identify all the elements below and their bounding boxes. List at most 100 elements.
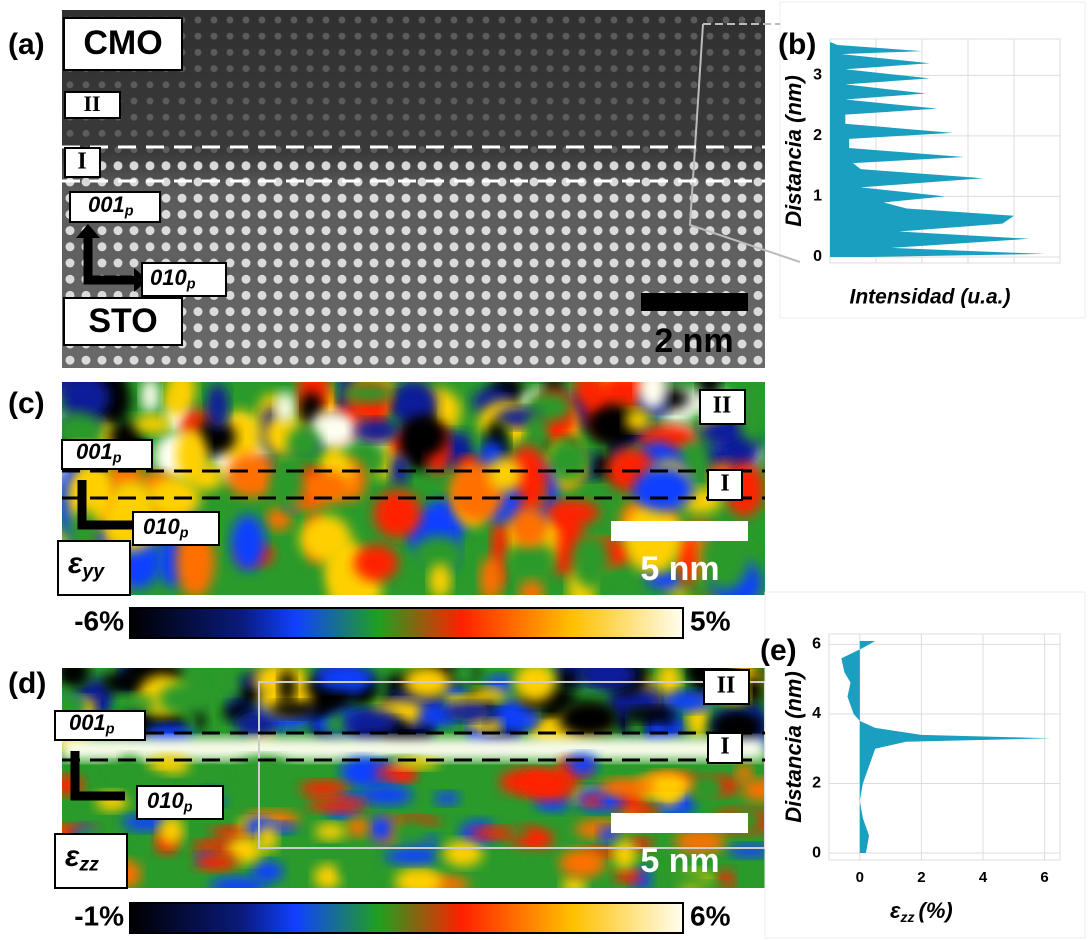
atom-column xyxy=(322,65,330,73)
atom-column xyxy=(402,113,410,121)
atom-column xyxy=(706,16,714,24)
atom-column xyxy=(593,339,603,349)
atom-column xyxy=(722,146,730,154)
atom-column xyxy=(417,355,427,365)
strain-blob xyxy=(194,853,238,871)
strain-blob xyxy=(567,753,598,776)
atom-column xyxy=(353,258,363,268)
atom-column xyxy=(162,113,170,121)
atom-column xyxy=(513,193,523,203)
atom-column xyxy=(305,355,315,365)
atom-column xyxy=(690,97,698,105)
atom-column xyxy=(449,209,459,219)
atom-column xyxy=(513,161,523,171)
strain-blob xyxy=(699,419,744,445)
strain-blob xyxy=(554,669,580,690)
atom-column xyxy=(449,274,459,284)
atom-column xyxy=(306,113,314,121)
strain-blob xyxy=(599,778,654,797)
label: (c) xyxy=(8,387,45,420)
atom-column xyxy=(193,242,203,252)
atom-column xyxy=(354,81,362,89)
atom-column xyxy=(722,16,730,24)
atom-column xyxy=(641,193,651,203)
atom-column xyxy=(498,65,506,73)
atom-column xyxy=(273,307,283,317)
atom-column xyxy=(738,113,746,121)
atom-column xyxy=(194,113,202,121)
atom-column xyxy=(82,129,90,137)
atom-column xyxy=(146,113,154,121)
atom-column xyxy=(210,81,218,89)
atom-column xyxy=(417,307,427,317)
atom-column xyxy=(369,209,379,219)
atom-column xyxy=(705,274,715,284)
atom-column xyxy=(705,209,715,219)
atom-column xyxy=(225,339,235,349)
atom-column xyxy=(210,48,218,56)
atom-column xyxy=(82,81,90,89)
atom-column xyxy=(674,16,682,24)
atom-column xyxy=(98,129,106,137)
atom-column xyxy=(353,307,363,317)
atom-column xyxy=(417,193,427,203)
strain-blob xyxy=(514,668,556,702)
y-tick-label: 2 xyxy=(812,775,821,792)
atom-column xyxy=(418,32,426,40)
atom-column xyxy=(289,226,299,236)
atom-column xyxy=(321,226,331,236)
atom-column xyxy=(610,48,618,56)
atom-column xyxy=(641,258,651,268)
atom-column xyxy=(321,339,331,349)
atom-column xyxy=(434,32,442,40)
atom-column xyxy=(658,32,666,40)
atom-column xyxy=(562,16,570,24)
atom-column xyxy=(193,226,203,236)
label-box xyxy=(703,669,750,705)
atom-column xyxy=(562,129,570,137)
atom-column xyxy=(113,258,123,268)
atom-column xyxy=(369,290,379,300)
atom-column xyxy=(609,209,619,219)
colorbar xyxy=(129,607,684,639)
atom-column xyxy=(578,113,586,121)
label-sub: p xyxy=(183,799,193,815)
atom-column xyxy=(753,355,763,365)
atom-column xyxy=(370,16,378,24)
atom-column xyxy=(529,177,539,187)
atom-column xyxy=(513,226,523,236)
atom-column xyxy=(609,258,619,268)
atom-column xyxy=(673,339,683,349)
atom-column xyxy=(337,209,347,219)
y-tick-label: 0 xyxy=(813,248,822,265)
atom-column xyxy=(322,32,330,40)
atom-column xyxy=(561,323,571,333)
atom-column xyxy=(482,81,490,89)
atom-column xyxy=(305,274,315,284)
atom-column xyxy=(721,242,731,252)
atom-column xyxy=(529,307,539,317)
atom-column xyxy=(161,193,171,203)
atom-column xyxy=(753,323,763,333)
atom-column xyxy=(466,113,474,121)
atom-column xyxy=(577,161,587,171)
atom-column xyxy=(689,274,699,284)
atom-column xyxy=(753,258,763,268)
strain-blob xyxy=(622,706,677,723)
atom-column xyxy=(657,193,667,203)
label-main: ε xyxy=(890,898,901,923)
atom-column xyxy=(242,32,250,40)
atom-column xyxy=(194,48,202,56)
atom-column xyxy=(450,32,458,40)
label-sub: yy xyxy=(81,561,105,583)
atom-column xyxy=(65,274,75,284)
atom-column xyxy=(354,113,362,121)
atom-column xyxy=(146,81,154,89)
atom-column xyxy=(321,323,331,333)
atom-column xyxy=(497,258,507,268)
atom-column xyxy=(273,226,283,236)
atom-column xyxy=(241,323,251,333)
strain-blob xyxy=(209,876,267,888)
atom-column xyxy=(562,32,570,40)
strain-blob xyxy=(513,849,546,871)
